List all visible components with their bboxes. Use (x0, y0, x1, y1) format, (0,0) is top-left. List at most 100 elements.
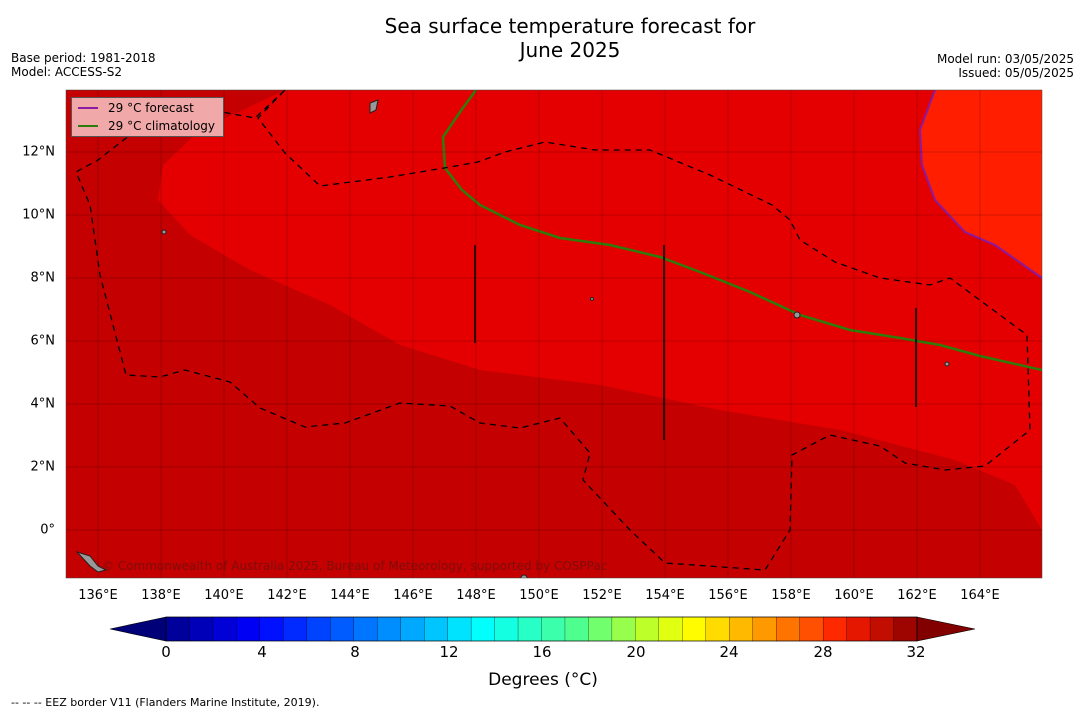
model-run: Model run: 03/05/2025 (936, 52, 1074, 66)
island-small-3 (520, 574, 528, 578)
colorbar-cell (517, 616, 542, 642)
island-guam (369, 99, 379, 114)
colorbar-cell (729, 616, 754, 642)
colorbar-cell (564, 616, 589, 642)
colorbar-frame (165, 616, 918, 642)
colorbar-cell (682, 616, 707, 642)
colorbar-max-arrow (916, 616, 976, 642)
colorbar-cell (424, 616, 449, 642)
island-new-guinea (75, 550, 108, 573)
colorbar-cell (658, 616, 683, 642)
sst-zone-light (920, 90, 1042, 278)
island-pohnpei (793, 311, 801, 319)
island-kosrae (944, 361, 950, 367)
colorbar-cell (869, 616, 894, 642)
colorbar-cell (541, 616, 566, 642)
colorbar-cell (611, 616, 636, 642)
colorbar-cell (377, 616, 402, 642)
title-line-1: Sea surface temperature forecast for (384, 14, 756, 38)
colorbar-tick: 12 (439, 643, 459, 661)
colorbar-cell (494, 616, 519, 642)
colorbar-cell (893, 616, 918, 642)
island-small-2 (590, 297, 594, 301)
colorbar-cell (259, 616, 284, 642)
colorbar-cell (822, 616, 848, 642)
lon-label: 160°E (834, 588, 874, 603)
colorbar-cell (330, 616, 355, 642)
eez-border (75, 90, 1031, 571)
colorbar-tick: 4 (257, 643, 267, 661)
colorbar-tick: 20 (626, 643, 646, 661)
lon-label: 154°E (645, 588, 685, 603)
colorbar-cell (283, 616, 308, 642)
colorbar-cell (846, 616, 871, 642)
colorbar-cell (799, 616, 824, 642)
lat-label: 2°N (30, 459, 56, 475)
lon-label: 164°E (960, 588, 1000, 603)
colorbar-min-arrow (109, 616, 167, 642)
colorbar-cell (470, 616, 496, 642)
meta-right: Model run: 03/05/2025 Issued: 05/05/2025 (937, 52, 1074, 80)
lon-label: 156°E (708, 588, 748, 603)
legend-forecast: 29 °C forecast (78, 100, 194, 116)
legend-climatology: 29 °C climatology (78, 118, 215, 134)
colorbar-cell (189, 616, 214, 642)
sst-zone-mid (158, 90, 1042, 530)
colorbar-cell (400, 616, 425, 642)
colorbar-cell (635, 616, 660, 642)
lat-label: 0° (40, 522, 55, 538)
lon-label: 142°E (267, 588, 307, 603)
chart-title: Sea surface temperature forecast for Jun… (0, 14, 1085, 62)
lat-label: 10°N (22, 207, 55, 223)
lon-label: 158°E (771, 588, 811, 603)
forecast-29c-isotherm (918, 90, 1042, 279)
lon-label: 146°E (393, 588, 433, 603)
colorbar-cell (588, 616, 613, 642)
colorbar-tick: 16 (532, 643, 552, 661)
lon-label: 136°E (78, 588, 118, 603)
issued-date: Issued: 05/05/2025 (958, 66, 1074, 80)
lon-label: 140°E (204, 588, 244, 603)
colorbar-cell (212, 616, 237, 642)
lon-label: 148°E (456, 588, 496, 603)
legend-climatology-label: 29 °C climatology (108, 119, 216, 133)
eez-footnote: -- -- -- EEZ border V11 (Flanders Marine… (11, 696, 320, 709)
copyright-credit: © Commonwealth of Australia 2025, Bureau… (102, 559, 608, 573)
dateline-markers (474, 245, 917, 440)
colorbar-cells (165, 616, 918, 642)
lat-label: 8°N (30, 270, 56, 286)
map-frame (65, 89, 1043, 579)
lon-label: 150°E (519, 588, 559, 603)
colorbar-cell (353, 616, 378, 642)
islands (75, 99, 950, 578)
lat-label: 12°N (22, 144, 55, 160)
lon-label: 162°E (897, 588, 937, 603)
colorbar-cell (306, 616, 331, 642)
meta-left: Base period: 1981-2018 Model: ACCESS-S2 (11, 51, 156, 79)
graticule (66, 90, 1042, 578)
colorbar-tick: 32 (906, 643, 926, 661)
climatology-line-swatch (78, 125, 98, 127)
colorbar-cell (776, 616, 801, 642)
lat-label: 4°N (30, 396, 56, 412)
title-line-2: June 2025 (519, 38, 621, 62)
colorbar-tick: 8 (350, 643, 360, 661)
island-small-1 (161, 229, 167, 235)
map-legend: 29 °C forecast 29 °C climatology (71, 97, 224, 137)
lon-label: 144°E (330, 588, 370, 603)
colorbar-cell (165, 616, 190, 642)
colorbar-cell (447, 616, 472, 642)
colorbar-tick: 28 (813, 643, 833, 661)
colorbar-cell (236, 616, 261, 642)
climatology-29c-isotherm (441, 90, 1042, 372)
lat-label: 6°N (30, 333, 56, 349)
colorbar-label: Degrees (°C) (488, 670, 598, 690)
lon-label: 152°E (582, 588, 622, 603)
colorbar-cell (705, 616, 730, 642)
forecast-line-swatch (78, 107, 98, 109)
legend-forecast-label: 29 °C forecast (108, 101, 194, 115)
base-period: Base period: 1981-2018 (11, 51, 156, 65)
colorbar-tick: 0 (161, 643, 171, 661)
